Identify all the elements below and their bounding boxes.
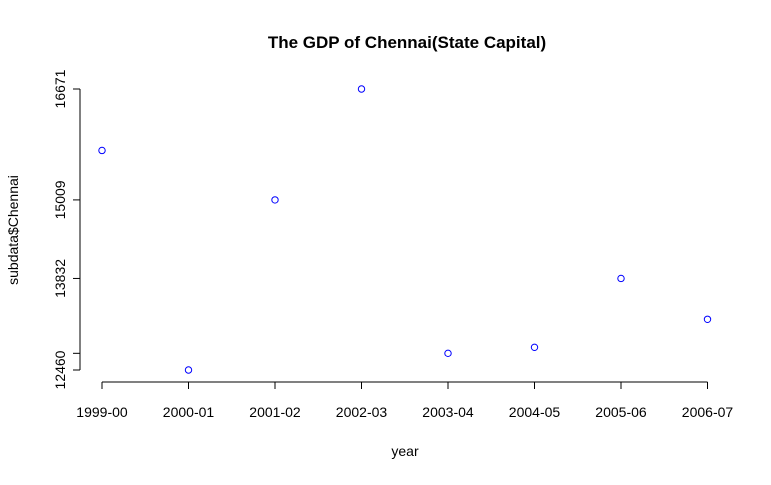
y-axis-ticks: 12460 13832 15009 16671 <box>52 69 80 389</box>
x-tick-label: 2003-04 <box>422 404 474 420</box>
x-tick-label: 2000-01 <box>163 404 215 420</box>
data-point <box>703 315 712 323</box>
x-tick-label: 1999-00 <box>76 404 128 420</box>
x-axis-ticks: 1999-00 2000-01 2001-02 2002-03 2003-04 2004-… <box>76 382 733 420</box>
data-points <box>98 85 712 374</box>
y-tick-label: 12460 <box>52 350 68 389</box>
x-tick-label: 2006-07 <box>682 404 734 420</box>
data-point <box>530 343 539 352</box>
x-axis-title: year <box>391 443 419 459</box>
y-tick-label: 15009 <box>52 180 68 219</box>
data-point <box>271 196 279 204</box>
data-point <box>98 146 106 155</box>
data-point <box>444 349 452 358</box>
x-tick-label: 2005-06 <box>595 404 647 420</box>
x-tick-label: 2004-05 <box>509 404 561 420</box>
chart-title: The GDP of Chennai(State Capital) <box>268 33 546 52</box>
x-tick-label: 2002-03 <box>336 404 388 420</box>
data-point <box>357 85 366 93</box>
y-tick-label: 13832 <box>52 259 68 298</box>
data-point <box>184 366 193 374</box>
y-axis-title: subdata$Chennai <box>5 175 21 285</box>
y-tick-label: 16671 <box>52 69 68 108</box>
x-tick-label: 2001-02 <box>249 404 301 420</box>
data-point <box>617 274 625 283</box>
